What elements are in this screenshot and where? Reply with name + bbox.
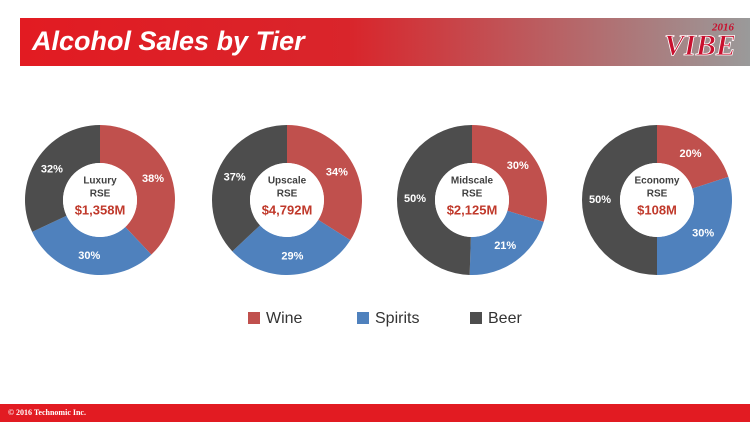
donut-segment [469,210,544,275]
donut-segment [287,125,362,241]
legend-label: Spirits [375,310,419,327]
center-subtitle: RSE [647,189,668,200]
logo-year: 2016 [711,22,735,34]
donut-segment [24,125,100,232]
legend-label: Beer [488,310,522,327]
legend-swatch [470,312,482,324]
donut-segment [657,125,729,189]
donut-segment [472,125,548,222]
value-label: 38% [142,173,164,185]
center-subtitle: RSE [277,189,298,200]
center-label: $1,358M [75,202,126,217]
donut-segment [232,219,351,275]
center-title: Economy [634,176,679,187]
donut-hole [63,163,137,237]
value-label: 50% [404,193,426,205]
center-subtitle: RSE [462,189,483,200]
center-label: $2,125M [447,202,498,217]
footer-text: © 2016 Technomic Inc. [8,408,86,417]
center-subtitle: RSE [90,189,111,200]
logo: VIBE [664,29,736,62]
footer-bar [0,404,750,422]
center-label: $4,792M [262,202,313,217]
value-label: 30% [78,250,100,262]
value-label: 29% [281,251,303,263]
donut-hole [620,163,694,237]
donut-hole [250,163,324,237]
donut-segment [212,125,287,252]
center-label: $108M [637,202,677,217]
donut-hole [435,163,509,237]
value-label: 30% [507,160,529,172]
center-title: Upscale [268,176,307,187]
value-label: 20% [679,148,701,160]
donut-segment [582,125,657,275]
value-label: 50% [589,194,611,206]
legend-swatch [248,312,260,324]
legend-swatch [357,312,369,324]
center-title: Midscale [451,176,494,187]
donut-segment [100,125,176,255]
value-label: 37% [224,171,246,183]
center-title: Luxury [83,176,117,187]
header-title: Alcohol Sales by Tier [31,26,306,56]
value-label: 32% [41,163,63,175]
legend-label: Wine [266,310,303,327]
donut-segment [396,125,472,275]
donut-segment [32,215,152,275]
header-bar [20,18,750,66]
value-label: 30% [692,227,714,239]
value-label: 34% [326,166,348,178]
value-label: 21% [494,240,516,252]
donut-segment [657,176,732,275]
